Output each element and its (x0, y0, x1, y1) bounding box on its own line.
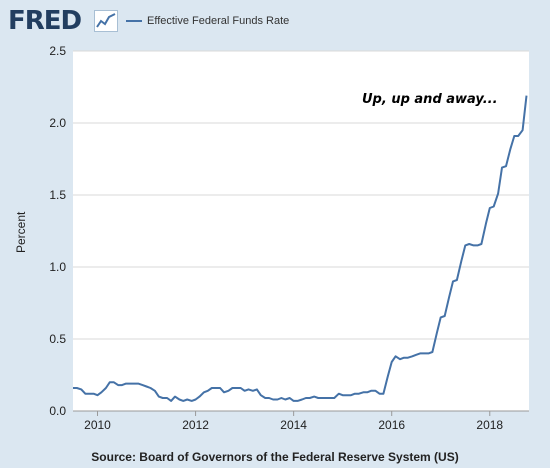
x-tick-label-2018: 2018 (476, 418, 504, 432)
series-line-effective-federal-funds-rate (73, 95, 528, 402)
fred-graph-icon (94, 10, 118, 32)
grid-lines (73, 50, 529, 340)
source-note: Source: Board of Governors of the Federa… (91, 450, 459, 464)
plot-area (73, 51, 529, 411)
legend-label: Effective Federal Funds Rate (147, 15, 290, 27)
x-tick-label-2010: 2010 (84, 418, 111, 432)
y-tick-label-1.0: 1.0 (49, 260, 66, 274)
chart-header: FRED Effective Federal Funds Rate (8, 4, 548, 36)
x-tick-label-2014: 2014 (280, 418, 307, 432)
chart-annotation: Up, up and away... (362, 92, 498, 107)
y-tick-label-2.0: 2.0 (49, 116, 66, 130)
legend[interactable]: Effective Federal Funds Rate (126, 15, 289, 27)
chart-plot[interactable] (73, 50, 529, 416)
y-axis-label: Percent (14, 211, 28, 253)
fred-logo[interactable]: FRED (8, 6, 82, 36)
y-tick-label-2.5: 2.5 (49, 44, 66, 58)
x-tick-label-2016: 2016 (378, 418, 406, 432)
x-tick-marks (97, 411, 491, 416)
x-tick-label-2012: 2012 (182, 418, 209, 432)
y-tick-label-0.5: 0.5 (49, 332, 66, 346)
y-tick-label-1.5: 1.5 (49, 188, 66, 202)
legend-swatch (126, 20, 142, 23)
y-tick-label-0.0: 0.0 (49, 404, 66, 418)
